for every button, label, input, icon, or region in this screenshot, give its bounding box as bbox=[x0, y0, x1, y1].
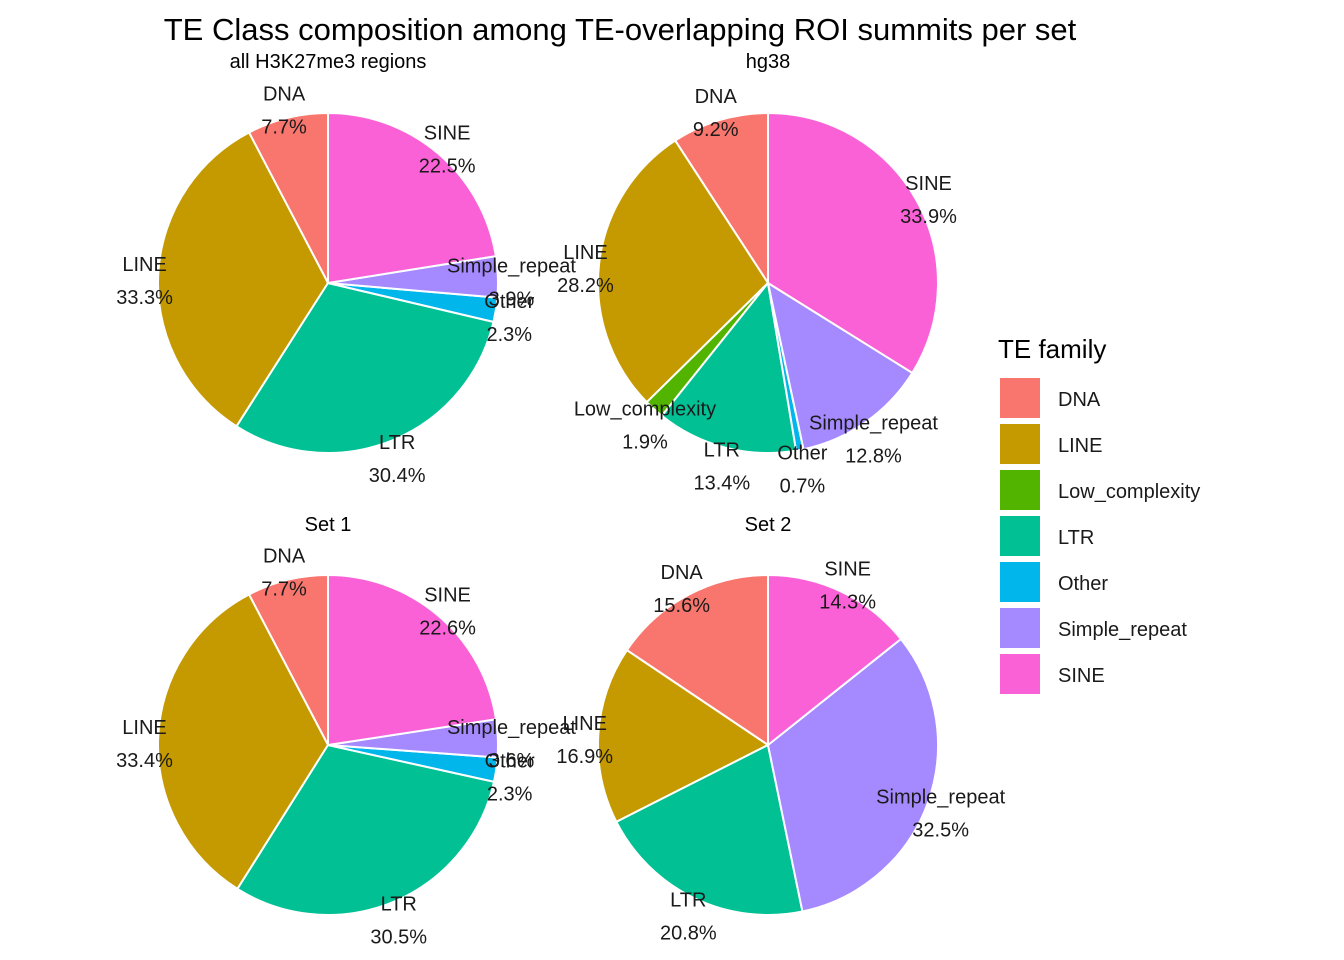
pie-slice-sine bbox=[767, 111, 939, 375]
panel-subtitle: Set 2 bbox=[745, 514, 792, 536]
pie-slice-dna bbox=[625, 573, 769, 747]
slice-label: DNA 7.7% bbox=[261, 84, 307, 139]
slice-label: DNA 7.7% bbox=[261, 546, 307, 601]
pie-panel: DNA 9.2% LINE 28.2% Low_complexity 1.9% LTR 13.… bbox=[557, 51, 957, 497]
legend-label: Other bbox=[1058, 573, 1108, 595]
panel-subtitle: all H3K27me3 regions bbox=[230, 51, 427, 73]
legend-label: LTR bbox=[1058, 527, 1094, 549]
slice-label: LTR 30.5% bbox=[370, 893, 427, 948]
slice-label: Other 2.3% bbox=[485, 751, 535, 806]
pie-slice-line bbox=[597, 139, 770, 404]
pie-panel: DNA 15.6% LINE 16.9% LTR 20.8% Simple_repeat 32… bbox=[556, 514, 1005, 944]
slice-label: Simple_repeat 12.8% bbox=[809, 412, 938, 467]
chart-title: TE Class composition among TE-overlappin… bbox=[164, 12, 1077, 47]
legend-label: Simple_repeat bbox=[1058, 619, 1187, 641]
slice-label: Other 0.7% bbox=[777, 442, 827, 497]
legend-swatch-low-complexity bbox=[1000, 470, 1040, 510]
slice-label: SINE 22.6% bbox=[419, 585, 476, 640]
pie-slice-line bbox=[157, 131, 330, 428]
pie-slice-ltr bbox=[615, 743, 804, 916]
pie-slice-sine bbox=[327, 111, 498, 285]
legend-label: DNA bbox=[1058, 389, 1101, 411]
legend-swatch-sine bbox=[1000, 654, 1040, 694]
legend-swatch-simple-repeat bbox=[1000, 608, 1040, 648]
slice-label: LTR 13.4% bbox=[693, 440, 750, 495]
slice-label: SINE 14.3% bbox=[819, 559, 876, 614]
pie-panel: DNA 7.7% LINE 33.3% LTR 30.4% Other 2.3%Simple_… bbox=[116, 51, 576, 487]
panel-subtitle: hg38 bbox=[746, 51, 791, 73]
slice-label: Simple_repeat 32.5% bbox=[876, 786, 1005, 841]
slice-label: Simple_repeat 3.6% bbox=[447, 717, 576, 772]
slice-label: SINE 22.5% bbox=[419, 122, 476, 177]
slice-label: DNA 15.6% bbox=[653, 562, 710, 617]
legend-swatch-ltr bbox=[1000, 516, 1040, 556]
pie-slice-ltr bbox=[236, 743, 496, 916]
legend-label: LINE bbox=[1058, 435, 1102, 457]
pie-slice-sine bbox=[327, 573, 498, 747]
legend: TE family DNA LINE Low_complexity LTR Other Si… bbox=[998, 334, 1200, 694]
legend-label: SINE bbox=[1058, 665, 1105, 687]
pie-slice-simple-repeat bbox=[766, 280, 914, 451]
pie-slice-line bbox=[597, 648, 770, 824]
slice-label: Other 2.3% bbox=[484, 291, 534, 346]
pie-slice-ltr bbox=[660, 280, 798, 454]
legend-title: TE family bbox=[998, 334, 1106, 364]
slice-label: LINE 33.3% bbox=[116, 254, 173, 309]
pie-slice-simple-repeat bbox=[766, 637, 939, 913]
slice-label: Low_complexity 1.9% bbox=[574, 398, 716, 453]
slice-label: LTR 20.8% bbox=[660, 889, 717, 944]
legend-swatch-other bbox=[1000, 562, 1040, 602]
slice-label: DNA 9.2% bbox=[693, 86, 739, 141]
pie-slice-sine bbox=[767, 573, 903, 748]
slice-label: Simple_repeat 3.9% bbox=[447, 255, 576, 310]
slice-label: LTR 30.4% bbox=[369, 432, 426, 487]
slice-label: LINE 28.2% bbox=[557, 242, 614, 297]
legend-swatch-dna bbox=[1000, 378, 1040, 418]
slice-label: LINE 33.4% bbox=[116, 717, 173, 772]
pie-slice-ltr bbox=[235, 281, 495, 454]
legend-swatch-line bbox=[1000, 424, 1040, 464]
pie-panel: DNA 7.7% LINE 33.4% LTR 30.5% Other 2.3%Simple_… bbox=[116, 514, 576, 948]
slice-label: LINE 16.9% bbox=[556, 713, 613, 768]
pie-slice-dna bbox=[673, 111, 769, 287]
legend-label: Low_complexity bbox=[1058, 481, 1200, 503]
pie-slice-line bbox=[157, 593, 330, 891]
slice-label: SINE 33.9% bbox=[900, 173, 957, 228]
panel-subtitle: Set 1 bbox=[305, 514, 352, 536]
